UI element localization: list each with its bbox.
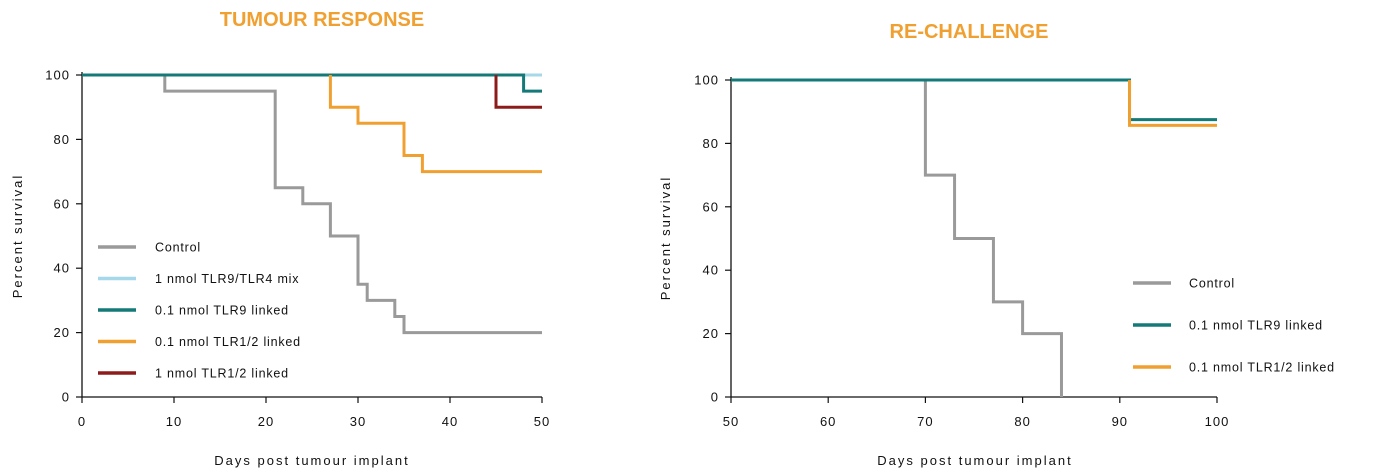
series-line-0-1-nmol-tlr9-linked — [731, 78, 1217, 122]
y-tick-label: 80 — [703, 136, 719, 151]
x-tick-label: 20 — [258, 414, 274, 429]
legend-label-control: Control — [155, 241, 201, 255]
y-tick-label: 20 — [703, 326, 719, 341]
x-tick-label: 40 — [442, 414, 458, 429]
y-tick-label: 80 — [54, 132, 70, 147]
series-line-0-1-nmol-tlr1-2-linked — [328, 75, 542, 174]
legend-label-control: Control — [1189, 277, 1235, 291]
chart-title: RE-CHALLENGE — [890, 21, 1049, 43]
series-line-0-1-nmol-tlr1-2-linked — [1128, 80, 1217, 127]
x-tick-label: 50 — [723, 414, 739, 429]
y-tick-label: 100 — [694, 73, 719, 88]
x-tick-label: 70 — [917, 414, 933, 429]
x-tick-label: 80 — [1014, 414, 1030, 429]
x-axis-label: Days post tumour implant — [214, 453, 409, 468]
x-tick-label: 0 — [78, 414, 86, 429]
y-tick-label: 0 — [711, 390, 719, 405]
y-tick-label: 40 — [54, 261, 70, 276]
x-tick-label: 60 — [820, 414, 836, 429]
legend: Control 0.1 nmol TLR9 linked 0.1 nmol TLR1… — [1133, 277, 1335, 375]
y-tick-label: 60 — [54, 196, 70, 211]
series-line-control — [82, 73, 542, 335]
legend: Control 1 nmol TLR9/TLR4 mix 0.1 nmol TLR9… — [98, 241, 301, 381]
y-tick-label: 60 — [703, 199, 719, 214]
y-tick-label: 40 — [703, 263, 719, 278]
y-tick-label: 0 — [62, 390, 70, 405]
y-axis-label: Percent survival — [10, 174, 25, 298]
y-tick-label: 20 — [54, 325, 70, 340]
series-line-control — [731, 78, 1063, 397]
x-tick-label: 30 — [350, 414, 366, 429]
y-axis-label: Percent survival — [658, 176, 673, 300]
legend-label-0-1-nmol-tlr9-linked: 0.1 nmol TLR9 linked — [155, 304, 289, 318]
legend-label-0-1-nmol-tlr9-linked: 0.1 nmol TLR9 linked — [1189, 319, 1323, 333]
y-tick-label: 100 — [45, 68, 70, 83]
x-tick-label: 10 — [166, 414, 182, 429]
chart-title: TUMOUR RESPONSE — [220, 9, 424, 31]
legend-label-1-nmol-tlr9-tlr4-mix: 1 nmol TLR9/TLR4 mix — [155, 272, 299, 286]
x-axis-label: Days post tumour implant — [877, 453, 1072, 468]
x-tick-label: 90 — [1112, 414, 1128, 429]
x-tick-label: 100 — [1205, 414, 1230, 429]
legend-label-0-1-nmol-tlr1-2-linked: 0.1 nmol TLR1/2 linked — [155, 335, 301, 349]
legend-label-0-1-nmol-tlr1-2-linked: 0.1 nmol TLR1/2 linked — [1189, 361, 1335, 375]
legend-label-1-nmol-tlr1-2-linked: 1 nmol TLR1/2 linked — [155, 367, 289, 381]
x-tick-label: 50 — [534, 414, 550, 429]
series-line-1-nmol-tlr1-2-linked — [494, 75, 542, 109]
series-line-0-1-nmol-tlr9-linked — [82, 73, 542, 93]
re-challenge-chart: RE-CHALLENGE 0 20 40 60 80 100 50 60 70 80 90 100 Per… — [658, 21, 1335, 468]
tumour-response-chart: TUMOUR RESPONSE 0 20 40 60 80 100 0 10 20 30 40 50 Pe… — [10, 9, 550, 468]
